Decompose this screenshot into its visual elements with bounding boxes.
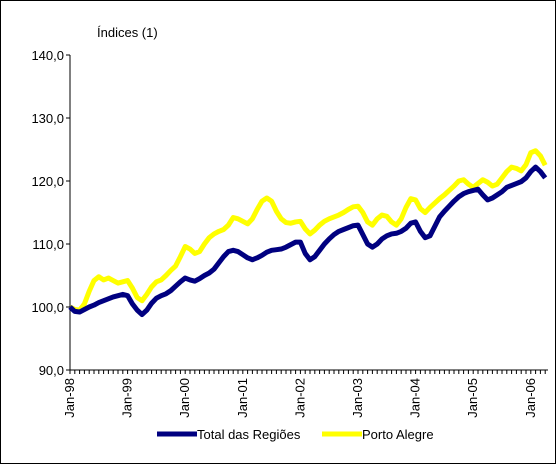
x-tick-label: Jan-00: [177, 378, 192, 418]
x-tick-label: Jan-05: [465, 378, 480, 418]
series-line: [68, 148, 548, 313]
y-tick-label: 100,0: [31, 300, 64, 315]
x-tick-label: Jan-04: [408, 378, 423, 418]
x-tick-label: Jan-06: [523, 378, 538, 418]
series-line: [68, 164, 548, 318]
y-tick-label: 110,0: [32, 237, 64, 252]
x-tick-label: Jan-03: [350, 378, 365, 418]
y-tick-label: 90,0: [39, 363, 64, 378]
x-tick-label: Jan-99: [120, 378, 135, 418]
y-tick-label: 140,0: [31, 48, 64, 63]
x-tick-label: Jan-02: [292, 378, 307, 418]
y-tick-label: 120,0: [31, 174, 64, 189]
x-tick-label: Jan-98: [62, 378, 77, 418]
legend-label: Porto Alegre: [362, 427, 434, 442]
axis-title: Índices (1): [97, 25, 158, 40]
legend-label: Total das Regiões: [197, 427, 301, 442]
x-tick-label: Jan-01: [235, 378, 250, 418]
y-tick-label: 130,0: [31, 111, 64, 126]
